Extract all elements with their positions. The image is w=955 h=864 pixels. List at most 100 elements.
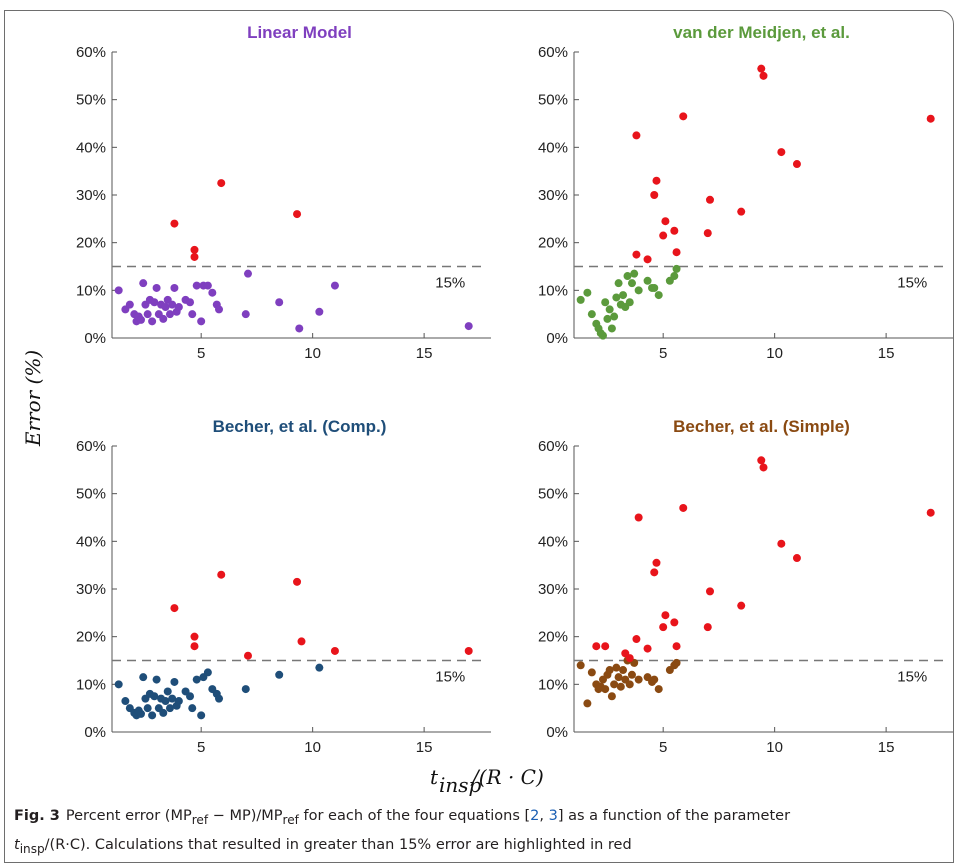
data-point-highlight — [650, 191, 659, 199]
data-point — [241, 685, 250, 694]
data-point-highlight — [217, 570, 226, 579]
data-point — [607, 692, 616, 701]
x-tick-label: 5 — [659, 345, 667, 362]
data-point — [186, 298, 195, 307]
y-tick-label: 0% — [84, 724, 106, 741]
data-point — [630, 269, 639, 278]
figure-caption: Fig. 3 Percent error (MPref − MP)/MPref f… — [14, 804, 944, 862]
x-axis-label-sub: insp — [439, 773, 482, 797]
data-point — [625, 680, 634, 689]
data-point — [192, 281, 201, 290]
data-point — [241, 310, 250, 319]
threshold-label: 15% — [897, 275, 927, 292]
data-point — [643, 276, 652, 285]
data-point — [601, 298, 610, 307]
y-tick-label: 40% — [538, 139, 568, 156]
data-point — [192, 675, 201, 684]
data-point — [163, 687, 172, 696]
data-point-highlight — [661, 611, 670, 620]
data-point — [612, 293, 621, 302]
y-tick-label: 30% — [538, 581, 568, 598]
panel-title: Becher, et al. (Comp.) — [213, 417, 387, 436]
data-point — [610, 312, 619, 321]
y-tick-label: 0% — [546, 330, 568, 347]
y-tick-label: 20% — [538, 629, 568, 646]
y-tick-label: 60% — [538, 44, 568, 61]
data-point — [243, 269, 252, 278]
data-point-highlight — [670, 226, 679, 235]
data-point — [670, 272, 679, 281]
data-point — [174, 303, 183, 312]
x-tick-label: 10 — [304, 739, 321, 756]
data-point — [114, 286, 123, 295]
data-point — [603, 314, 612, 323]
data-point-highlight — [672, 248, 681, 257]
y-tick-label: 0% — [546, 724, 568, 741]
y-tick-label: 10% — [76, 676, 106, 693]
panel-becher-simple: Becher, et al. (Simple) 0% 10% 20% 30% 40% 50%… — [538, 417, 953, 756]
x-axis-label-rest: /(R · C) — [470, 765, 544, 789]
data-point — [165, 310, 174, 319]
data-point-highlight — [926, 114, 935, 123]
caption-ref-sep: , — [539, 808, 549, 824]
data-point-highlight — [672, 642, 681, 651]
data-point — [650, 675, 659, 684]
data-point — [125, 300, 134, 309]
x-tick-label: 10 — [304, 345, 321, 362]
data-point-highlight — [592, 642, 601, 651]
data-point — [150, 692, 159, 701]
data-point — [315, 663, 324, 672]
panel-title: Becher, et al. (Simple) — [673, 417, 850, 436]
data-point-highlight — [926, 508, 935, 517]
y-axis-label: Error (%) — [21, 350, 45, 447]
data-point — [197, 711, 206, 720]
data-point — [614, 279, 623, 288]
threshold-label: 15% — [435, 275, 465, 292]
caption-sub-ref-2: ref — [282, 812, 299, 827]
caption-ref-3[interactable]: 3 — [548, 808, 558, 824]
threshold-label: 15% — [435, 669, 465, 686]
data-point-highlight — [217, 179, 226, 188]
data-point — [148, 317, 157, 326]
y-tick-label: 50% — [76, 92, 106, 109]
data-point-highlight — [652, 176, 661, 185]
x-tick-label: 10 — [766, 739, 783, 756]
data-point — [215, 694, 224, 703]
data-point-highlight — [652, 558, 661, 567]
data-point-highlight — [703, 229, 712, 238]
data-point-highlight — [297, 637, 306, 646]
panel-van-der-meidjen: van der Meidjen, et al. 0% 10% 20% 30% 40% 50%… — [538, 23, 953, 362]
data-point — [150, 298, 159, 307]
data-point — [625, 298, 634, 307]
y-tick-label: 60% — [76, 44, 106, 61]
x-tick-label: 15 — [878, 345, 895, 362]
data-point — [188, 704, 197, 713]
data-point-highlight — [464, 646, 473, 655]
data-point-highlight — [293, 210, 302, 219]
data-point-highlight — [650, 568, 659, 577]
data-point — [186, 692, 195, 701]
data-point-highlight — [670, 618, 679, 627]
data-point-highlight — [643, 255, 652, 264]
data-point-highlight — [632, 635, 641, 644]
data-point — [634, 675, 643, 684]
data-point-highlight — [601, 642, 610, 651]
data-point-highlight — [330, 646, 339, 655]
data-point-highlight — [632, 250, 641, 259]
caption-ref-2[interactable]: 2 — [530, 808, 540, 824]
data-point — [159, 708, 168, 717]
y-tick-label: 40% — [76, 533, 106, 550]
x-tick-label: 5 — [197, 345, 205, 362]
y-tick-label: 50% — [76, 486, 106, 503]
data-point — [583, 288, 592, 297]
data-point — [148, 711, 157, 720]
data-point-highlight — [659, 623, 668, 632]
panel-linear-model: Linear Model 0% 10% 20% 30% 40% 50% 60% 5 10 15 15% — [76, 23, 491, 362]
y-tick-label: 40% — [538, 533, 568, 550]
data-point — [672, 264, 681, 273]
data-point-highlight — [170, 219, 179, 228]
data-point — [619, 666, 628, 675]
x-tick-label: 10 — [766, 345, 783, 362]
data-point — [159, 314, 168, 323]
data-point — [614, 673, 623, 682]
